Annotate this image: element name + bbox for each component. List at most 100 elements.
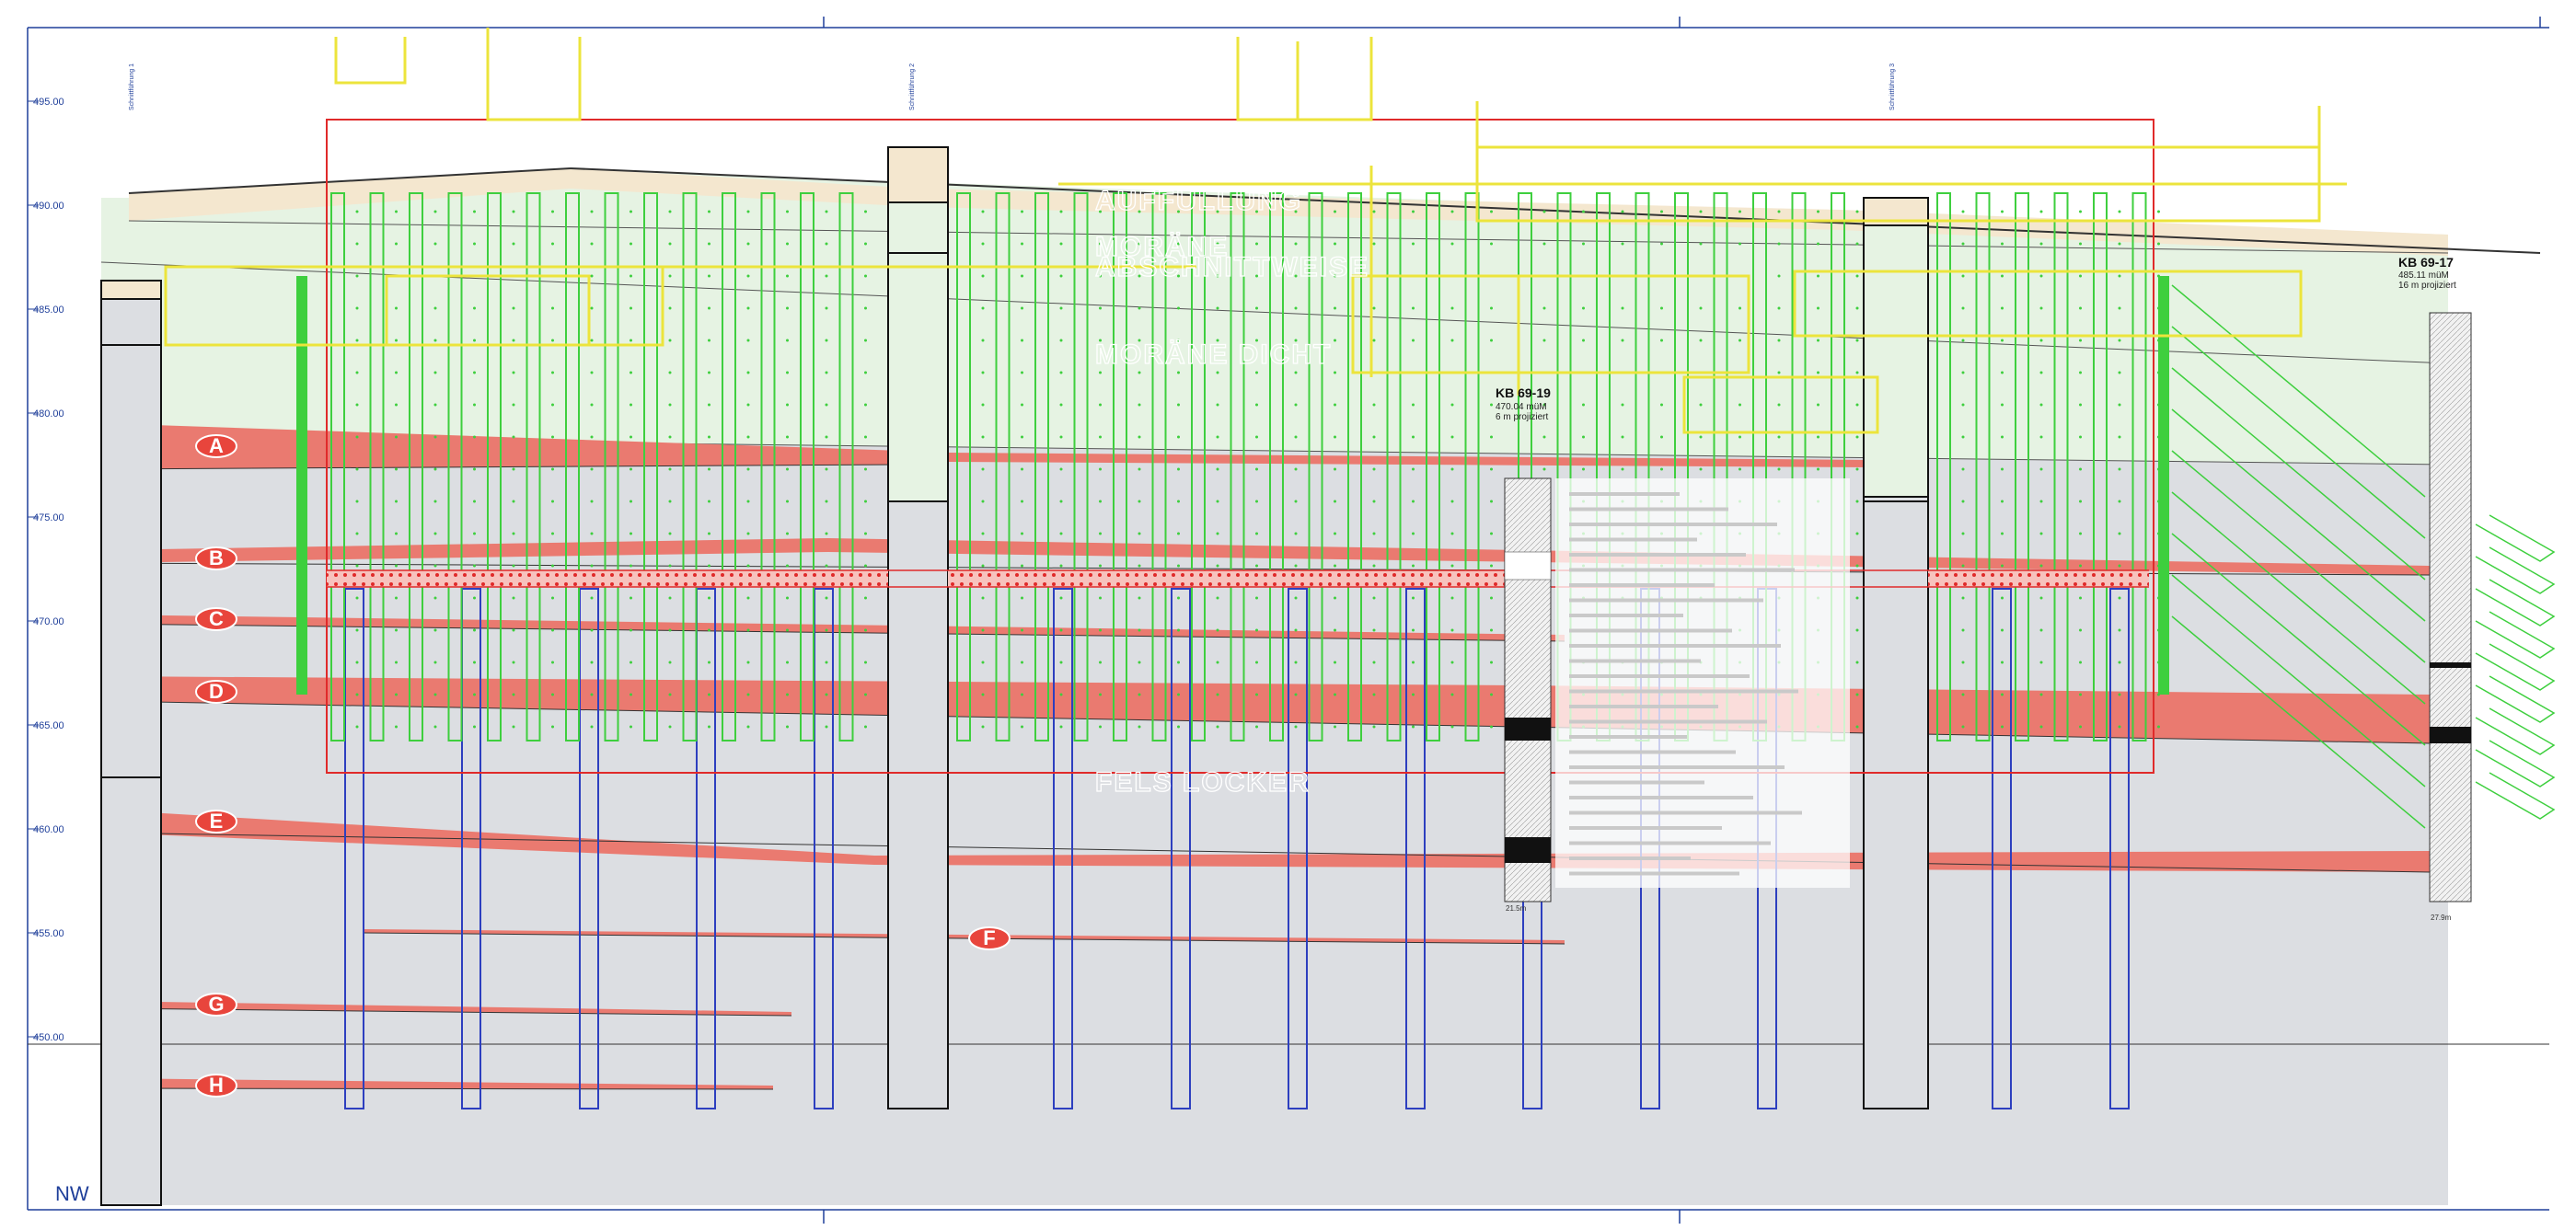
micropile — [1053, 588, 1073, 1109]
svg-text:A: A — [209, 434, 224, 457]
soldier-pile — [995, 192, 1011, 741]
anchor-bulb — [2475, 611, 2556, 659]
soldier-pile — [643, 192, 658, 741]
anchor-line — [2171, 533, 2426, 746]
soldier-pile — [1034, 192, 1049, 741]
drawing-frame — [27, 17, 2549, 1224]
anchor-line — [2171, 326, 2426, 539]
orientation-label: NW — [55, 1182, 89, 1205]
anchor-bulb — [2475, 579, 2556, 626]
soldier-pile — [838, 192, 854, 741]
borehole-2-depth: 27.9m — [2431, 914, 2452, 922]
soldier-pile — [1975, 192, 1991, 741]
svg-text:E: E — [210, 810, 224, 833]
excavation — [296, 119, 2169, 774]
borehole-1-depth: 21.5m — [1506, 904, 1527, 913]
soldier-pile — [956, 192, 971, 741]
soldier-pile — [1151, 192, 1167, 741]
unit-labels: AUFFÜLLUNG MORÄNE ABSCHNITTWEISE MORÄNE … — [1094, 185, 1369, 798]
layer-marker-a: A — [195, 434, 237, 458]
borehole-1-elevation: 470.04 müM — [1496, 402, 1547, 412]
soldier-pile — [1191, 192, 1206, 741]
soldier-pile — [682, 192, 698, 741]
layer-marker-b: B — [195, 546, 237, 570]
soldier-pile — [2015, 192, 2029, 741]
layer-marker-c: C — [195, 607, 237, 631]
soldier-pile — [2053, 192, 2069, 741]
micropile — [344, 588, 364, 1109]
soldier-pile — [1347, 192, 1362, 741]
anchor-line — [2171, 491, 2426, 705]
soldier-pile — [1464, 192, 1480, 741]
soldier-pile — [2131, 192, 2147, 741]
anchor-bulb — [2475, 772, 2556, 820]
anchor-line — [2171, 574, 2426, 787]
moraine-upper-zone — [101, 170, 2448, 285]
unit-label-bedrock: FELS LOCKER — [1095, 767, 1311, 798]
soldier-pile — [447, 192, 463, 741]
micropile — [461, 588, 481, 1109]
layer-marker-e: E — [195, 810, 237, 833]
unit-label-fill: AUFFÜLLUNG — [1095, 186, 1302, 216]
layer-marker-d: D — [195, 680, 237, 704]
soldier-pile — [487, 192, 502, 741]
borehole-1-offset: 6 m projiziert — [1496, 412, 1548, 422]
soldier-pile — [1073, 192, 1089, 741]
elevation-label: 480.00 — [33, 408, 64, 420]
svg-text:B: B — [209, 546, 224, 569]
soldier-pile — [1113, 192, 1127, 741]
borehole-1-id: KB 69-19 — [1496, 385, 1551, 400]
borehole-2-offset: 16 m projiziert — [2398, 281, 2456, 291]
soldier-pile — [369, 192, 385, 741]
unit-label-moraine-soft: MORÄNE — [1095, 232, 1229, 262]
layer-h — [101, 1078, 773, 1089]
soldier-pile — [1936, 192, 1951, 741]
micropile — [1288, 588, 1308, 1109]
elevation-label: 475.00 — [33, 512, 64, 523]
layer-marker-g: G — [195, 993, 237, 1017]
layer-marker-f: F — [968, 926, 1011, 950]
layer-f — [364, 929, 1565, 944]
soldier-pile — [800, 192, 814, 741]
elevation-label: 455.00 — [33, 928, 64, 939]
section-marker-1: Schnittführung 1 — [129, 63, 135, 110]
micropile — [579, 588, 599, 1109]
elevation-label: 450.00 — [33, 1032, 64, 1043]
anchor-bulb — [2475, 675, 2556, 723]
section-markers: Schnittführung 1 Schnittführung 2 Schnit… — [129, 63, 1896, 110]
borehole-log-kb-69-17: KB 69-17 485.11 müM 16 m projiziert 27.9… — [2398, 255, 2472, 922]
soldier-pile — [1230, 192, 1245, 741]
micropile — [1405, 588, 1426, 1109]
anchor-line — [2171, 615, 2426, 829]
layer-markers: A B C D E F G H — [195, 434, 1011, 1098]
elevation-axis: 495.00 490.00 485.00 480.00 475.00 470.00 465.… — [28, 97, 64, 1043]
soldier-pile — [330, 192, 345, 741]
unit-label-moraine-dense: MORÄNE DICHT — [1095, 339, 1332, 370]
section-marker-3: Schnittführung 3 — [1889, 63, 1896, 110]
anchor-bulb — [2475, 514, 2556, 562]
ground-anchors — [2171, 284, 2556, 829]
soldier-pile — [604, 192, 619, 741]
svg-text:H: H — [209, 1074, 224, 1097]
anchor-line — [2171, 284, 2426, 498]
soldier-pile — [526, 192, 541, 741]
micropile — [696, 588, 716, 1109]
anchor-line — [2171, 450, 2426, 663]
micropile — [814, 588, 834, 1109]
anchor-bulb — [2475, 546, 2556, 594]
soldier-pile — [1426, 192, 1440, 741]
moraine-zone — [101, 281, 2448, 465]
fill-zone — [129, 168, 2448, 256]
soldier-pile — [565, 192, 580, 741]
soldier-pile — [409, 192, 423, 741]
svg-text:C: C — [209, 607, 224, 630]
soldier-pile — [2093, 192, 2108, 741]
unit-label-moraine-soft-sub: ABSCHNITTWEISE — [1095, 252, 1369, 282]
anchor-bulb — [2475, 643, 2556, 691]
layer-a-east — [948, 453, 1877, 467]
layer-g — [101, 1001, 791, 1016]
elevation-label: 465.00 — [33, 720, 64, 731]
soldier-pile — [1308, 192, 1323, 741]
elevation-label: 495.00 — [33, 97, 64, 108]
